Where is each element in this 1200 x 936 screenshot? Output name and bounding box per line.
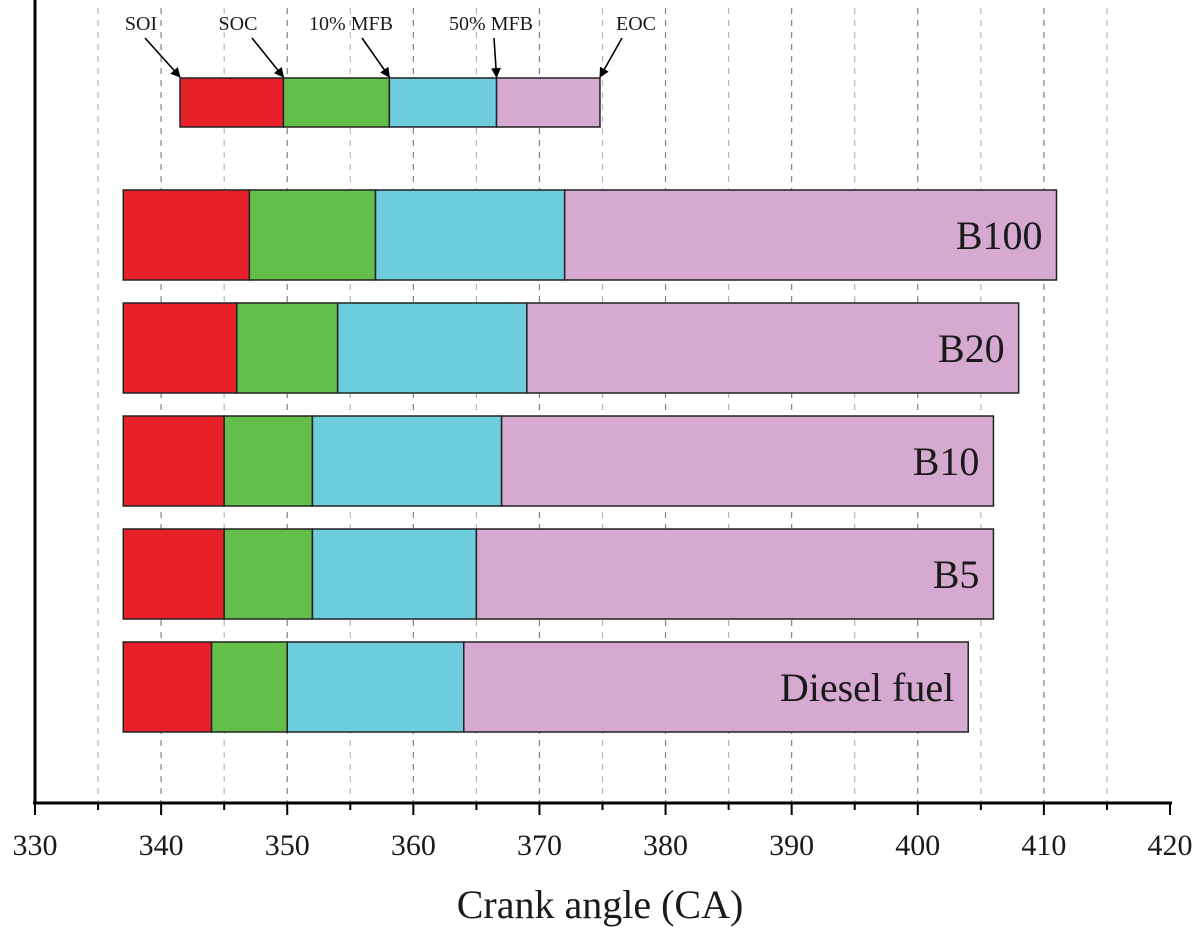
legend-segment	[179, 77, 285, 128]
bar-segment	[223, 528, 314, 620]
stage-legend: SOI SOC 10% MFB 50% MFB EOC	[125, 13, 656, 128]
bar-label: B20	[938, 326, 1005, 371]
bar-label: Diesel fuel	[780, 665, 954, 710]
legend-arrow	[599, 37, 623, 78]
bar-b5: B5	[122, 528, 995, 620]
bar-b100: B100	[122, 189, 1058, 281]
bar-b20: B20	[122, 302, 1020, 394]
legend-label: EOC	[616, 13, 656, 35]
x-tick-label: 400	[895, 829, 940, 862]
bar-segment	[122, 302, 238, 394]
bar-segment	[475, 528, 995, 620]
x-tick-label: 370	[517, 829, 562, 862]
legend-segment	[495, 77, 601, 128]
bar-segment	[526, 302, 1020, 394]
bar-label: B100	[956, 213, 1043, 258]
bar-label: B5	[933, 552, 980, 597]
bar-segment	[122, 189, 251, 281]
x-tick-label: 350	[265, 829, 310, 862]
bar-diesel-fuel: Diesel fuel	[122, 641, 969, 733]
axes: 330 340 350 360 370 380 390 400 410 420	[13, 0, 1193, 862]
x-tick-label: 410	[1021, 829, 1066, 862]
bar-segment	[563, 189, 1058, 281]
bars: B100 B20 B10 B5 Diesel fuel	[122, 189, 1058, 733]
legend-arrow	[361, 37, 391, 78]
x-tick-label: 390	[769, 829, 814, 862]
bar-segment	[336, 302, 528, 394]
x-tick-label: 330	[13, 829, 58, 862]
bar-segment	[122, 415, 225, 507]
bar-segment	[122, 641, 213, 733]
x-tick-label: 420	[1148, 829, 1193, 862]
legend-segment	[282, 77, 391, 128]
bar-b10: B10	[122, 415, 995, 507]
bar-segment	[286, 641, 465, 733]
bar-segment	[311, 415, 503, 507]
legend-segment	[388, 77, 498, 128]
x-tick-label: 380	[643, 829, 688, 862]
bar-segment	[463, 641, 969, 733]
bar-segment	[122, 528, 225, 620]
legend-label: SOI	[125, 13, 157, 35]
bar-segment	[210, 641, 288, 733]
x-axis-title: Crank angle (CA)	[457, 882, 744, 927]
legend-arrow	[144, 37, 181, 78]
legend-label: 50% MFB	[449, 13, 533, 35]
legend-label: SOC	[219, 13, 258, 35]
bar-label: B10	[913, 439, 980, 484]
bar-segment	[374, 189, 566, 281]
legend-arrow	[490, 37, 501, 78]
bar-segment	[248, 189, 377, 281]
legend-label: 10% MFB	[309, 13, 393, 35]
bar-segment	[236, 302, 339, 394]
legend-arrow	[251, 37, 285, 78]
bar-segment	[223, 415, 314, 507]
x-tick-label: 340	[139, 829, 184, 862]
bar-segment	[311, 528, 478, 620]
bar-segment	[500, 415, 995, 507]
x-tick-label: 360	[391, 829, 436, 862]
